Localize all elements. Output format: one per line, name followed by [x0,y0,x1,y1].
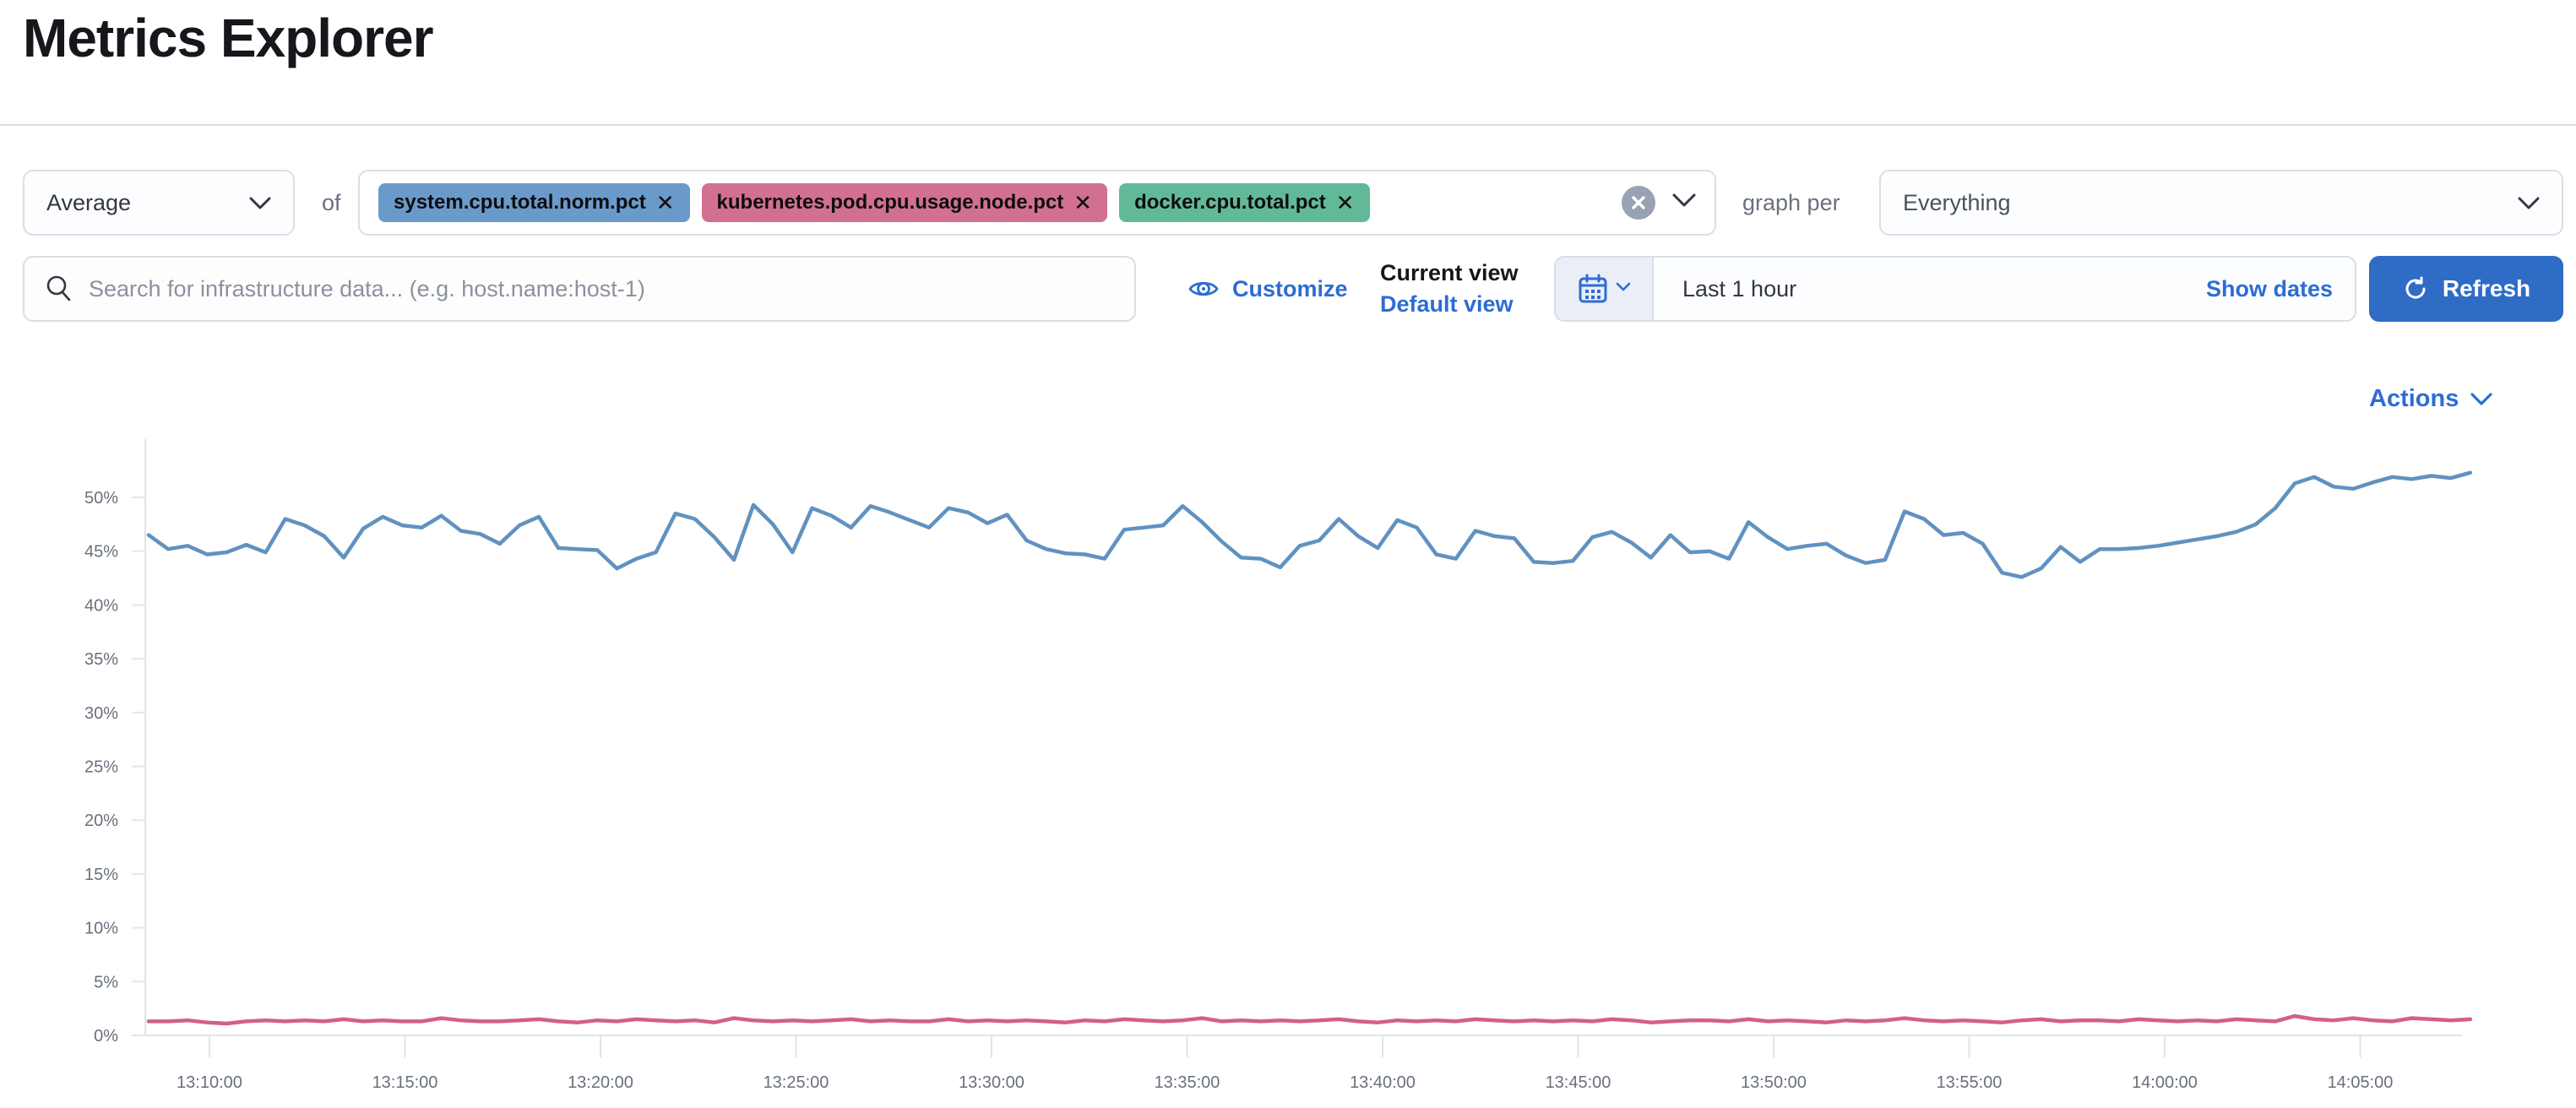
date-picker: Last 1 hour Show dates [1554,256,2356,322]
metrics-combobox[interactable]: system.cpu.total.norm.pct ✕ kubernetes.pod… [358,170,1716,236]
eye-icon [1187,272,1220,306]
aggregation-value: Average [46,189,132,215]
x-axis-label: 13:10:00 [177,1073,242,1092]
clear-all-metrics-button[interactable] [1622,186,1655,220]
combo-right-controls [1622,186,1696,220]
refresh-button[interactable]: Refresh [2369,256,2563,322]
chart-canvas[interactable]: 0% 5% 10% 15% 20% 25% 30% 35% 40% 45% 50% 13:10:00 1… [0,422,2576,1098]
customize-button[interactable]: Customize [1187,256,1348,322]
chevron-down-icon [1616,281,1631,296]
metrics-combobox-tags: system.cpu.total.norm.pct ✕ kubernetes.pod… [378,183,1370,222]
y-axis-label: 0% [94,1027,118,1046]
x-axis-label: 13:40:00 [1350,1073,1416,1092]
y-axis-label: 30% [84,704,118,723]
metrics-chart[interactable]: 0% 5% 10% 15% 20% 25% 30% 35% 40% 45% 50% 13:10:00 1… [0,422,2576,1098]
series-line-system.cpu.total.norm.pct [146,470,2473,579]
date-picker-calendar-button[interactable] [1556,258,1654,320]
y-axis-label: 25% [84,758,118,777]
metric-chip: system.cpu.total.norm.pct ✕ [378,183,690,222]
x-axis-label: 14:05:00 [2328,1073,2394,1092]
group-by-value: Everything [1903,189,2011,215]
actions-menu-button[interactable]: Actions [2369,380,2492,417]
x-axis-label: 13:35:00 [1155,1073,1220,1092]
of-label: of [322,190,341,215]
metric-chip-label: docker.cpu.total.pct [1134,191,1326,214]
graph-per-label: graph per [1742,190,1840,215]
remove-metric-icon[interactable]: ✕ [655,189,675,215]
metric-chip-label: kubernetes.pod.cpu.usage.node.pct [716,191,1064,214]
chevron-down-icon[interactable] [1672,193,1696,213]
refresh-icon [2402,275,2429,302]
search-box [23,256,1136,322]
customize-label: Customize [1232,275,1348,301]
header-divider [0,124,2576,126]
time-range-value[interactable]: Last 1 hour [1682,275,1797,301]
aggregation-select[interactable]: Average [23,170,295,236]
refresh-label: Refresh [2442,275,2531,301]
x-axis-label: 13:30:00 [959,1073,1024,1092]
view-switcher: Current view Default view [1380,258,1549,320]
default-view-link[interactable]: Default view [1380,291,1514,317]
page-title: Metrics Explorer [23,8,434,68]
x-axis-label: 13:25:00 [764,1073,829,1092]
x-axis-label: 14:00:00 [2132,1073,2198,1092]
x-axis-label: 13:50:00 [1741,1073,1807,1092]
x-axis-label: 13:15:00 [372,1073,438,1092]
y-axis-label: 10% [84,920,118,938]
y-axis-label: 50% [84,489,118,508]
metric-chip-label: system.cpu.total.norm.pct [394,191,646,214]
y-axis-label: 20% [84,812,118,830]
y-axis-label: 5% [94,973,118,991]
y-axis-label: 40% [84,596,118,615]
search-icon [45,274,73,303]
chevron-down-icon [2470,392,2492,406]
x-axis-label: 13:45:00 [1546,1073,1611,1092]
metric-chip: docker.cpu.total.pct ✕ [1119,183,1370,222]
actions-label: Actions [2369,384,2459,412]
current-view-label: Current view [1380,260,1519,285]
remove-metric-icon[interactable]: ✕ [1335,189,1355,215]
y-axis-label: 35% [84,650,118,669]
search-input[interactable] [89,275,1114,302]
metric-chip: kubernetes.pod.cpu.usage.node.pct ✕ [701,183,1108,222]
y-axis-label: 45% [84,543,118,562]
series-line-kubernetes.pod.cpu.usage.node.pct [146,1013,2473,1026]
calendar-icon [1577,273,1609,305]
show-dates-link[interactable]: Show dates [2205,275,2333,301]
x-axis-label: 13:20:00 [568,1073,633,1092]
chevron-down-icon [249,190,271,216]
remove-metric-icon[interactable]: ✕ [1073,189,1093,215]
x-axis-label: 13:55:00 [1937,1073,2003,1092]
y-axis-label: 15% [84,866,118,884]
chevron-down-icon [2518,190,2540,216]
group-by-select[interactable]: Everything [1879,170,2563,236]
